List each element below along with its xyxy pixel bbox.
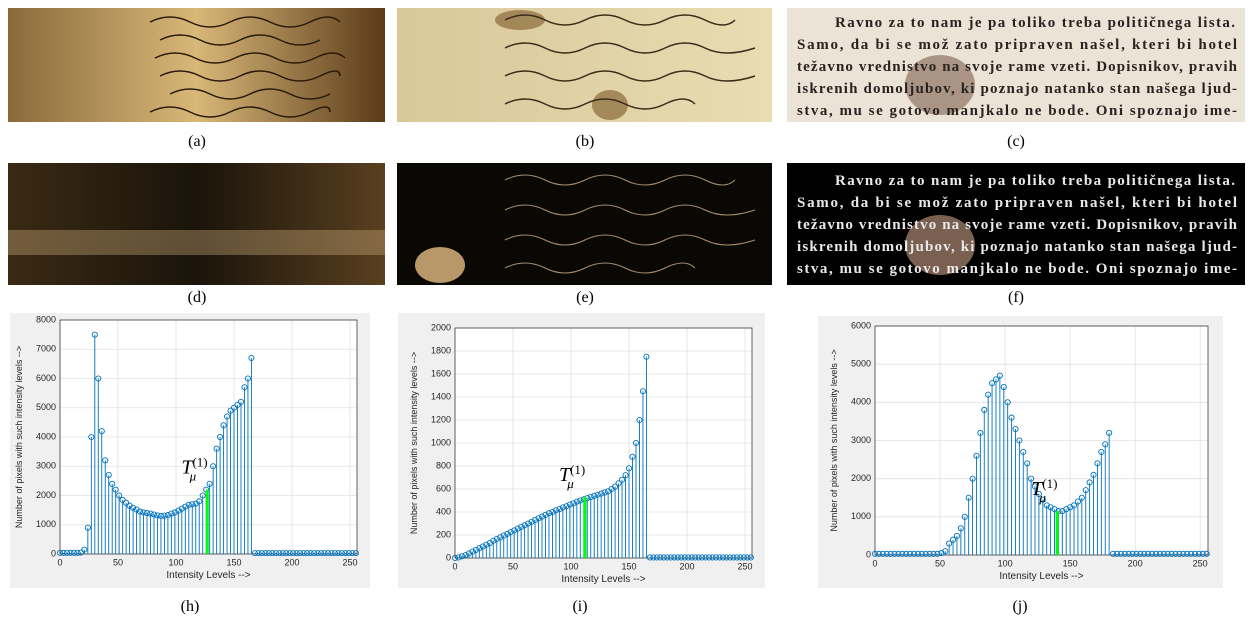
chart: 0 1000 2000 3000 4000 5000 6000 0 50 100 150 200 250… — [818, 316, 1223, 588]
panel-label: (c) — [1007, 133, 1025, 150]
doc-line: iskrenih domoljubov, ki poznajo natanko … — [797, 81, 1237, 97]
x-tick-label: 150 — [1063, 558, 1078, 568]
panel-label: (a) — [188, 133, 206, 150]
y-tick-label: 1000 — [851, 511, 871, 521]
doc-line: Ravno za to nam je pa toliko treba polit… — [835, 173, 1235, 189]
image-band — [8, 230, 385, 255]
x-tick-label: 0 — [452, 561, 457, 571]
y-tick-label: 2000 — [36, 490, 56, 500]
y-tick-label: 6000 — [851, 320, 871, 330]
y-tick-label: 800 — [436, 460, 451, 470]
chart: 0 1000 2000 3000 4000 5000 6000 7000 8000 0 50 100 1… — [10, 313, 370, 588]
y-tick-label: 2000 — [851, 473, 871, 483]
annotation-superscript: (1) — [1042, 476, 1057, 491]
chart: 0 200 400 600 800 1000 1200 1400 1600 1800 2000 0 50… — [398, 313, 765, 588]
x-tick-label: 200 — [680, 561, 695, 571]
x-tick-label: 250 — [1193, 558, 1208, 568]
doc-line: težavno vrednistvo na svoje rame vzeti. … — [797, 217, 1238, 233]
y-tick-label: 1600 — [431, 368, 451, 378]
y-tick-label: 4000 — [851, 397, 871, 407]
y-tick-label: 0 — [446, 552, 451, 562]
y-tick-label: 1000 — [36, 519, 56, 529]
x-tick-label: 150 — [227, 557, 242, 567]
x-tick-label: 100 — [564, 561, 579, 571]
x-tick-label: 200 — [1128, 558, 1143, 568]
y-tick-label: 3000 — [36, 461, 56, 471]
doc-line: iskrenih domoljubov, ki poznajo natanko … — [797, 239, 1237, 255]
doc-line: Samo, da bi se mož zato pripraven našel,… — [797, 37, 1237, 53]
annotation-subscript: μ — [566, 476, 574, 491]
y-axis-label: Number of pixels with such intensity lev… — [829, 349, 839, 531]
y-tick-label: 3000 — [851, 435, 871, 445]
y-tick-label: 1400 — [431, 391, 451, 401]
x-tick-label: 250 — [343, 557, 358, 567]
figure: Ravno za to nam je pa toliko treba polit… — [0, 0, 1253, 617]
doc-line: stva, mu se gotovo manjkalo ne bode. Oni… — [797, 261, 1237, 277]
y-tick-label: 400 — [436, 506, 451, 516]
y-tick-label: 6000 — [36, 373, 56, 383]
x-tick-label: 50 — [508, 561, 518, 571]
doc-line: težavno vrednistvo na svoje rame vzeti. … — [797, 59, 1238, 75]
y-tick-label: 5000 — [36, 402, 56, 412]
y-tick-label: 600 — [436, 483, 451, 493]
y-tick-label: 200 — [436, 529, 451, 539]
panel-label: (h) — [181, 598, 200, 615]
x-axis-label: Intensity Levels --> — [166, 570, 250, 581]
y-tick-label: 1200 — [431, 414, 451, 424]
x-tick-label: 0 — [872, 558, 877, 568]
annotation-superscript: (1) — [192, 455, 207, 470]
y-tick-label: 0 — [51, 548, 56, 558]
panel-label: (e) — [576, 289, 594, 306]
x-tick-label: 250 — [738, 561, 753, 571]
y-axis-label: Number of pixels with such intensity lev… — [409, 352, 419, 534]
y-tick-label: 1000 — [431, 437, 451, 447]
y-tick-label: 0 — [866, 549, 871, 559]
x-tick-label: 100 — [169, 557, 184, 567]
panel-label: (i) — [572, 598, 587, 615]
annotation-subscript: μ — [189, 469, 197, 484]
panel-label: (b) — [576, 133, 595, 150]
stain — [592, 90, 628, 120]
stain — [495, 10, 545, 30]
stain — [415, 247, 465, 283]
y-tick-label: 7000 — [36, 344, 56, 354]
panel-label: (j) — [1012, 598, 1027, 615]
image-d — [8, 163, 385, 285]
x-tick-label: 50 — [935, 558, 945, 568]
y-axis-label: Number of pixels with such intensity lev… — [14, 346, 24, 528]
x-axis-label: Intensity Levels --> — [561, 574, 645, 585]
x-tick-label: 100 — [998, 558, 1013, 568]
doc-line: Ravno za to nam je pa toliko treba polit… — [835, 15, 1235, 31]
y-tick-label: 2000 — [431, 322, 451, 332]
y-tick-label: 4000 — [36, 431, 56, 441]
x-axis-label: Intensity Levels --> — [999, 571, 1083, 582]
y-tick-label: 1800 — [431, 345, 451, 355]
doc-line: stva, mu se gotovo manjkalo ne bode. Oni… — [797, 103, 1237, 119]
x-tick-label: 200 — [285, 557, 300, 567]
y-tick-label: 5000 — [851, 359, 871, 369]
annotation-superscript: (1) — [570, 462, 585, 477]
x-tick-label: 150 — [622, 561, 637, 571]
y-tick-label: 8000 — [36, 314, 56, 324]
panel-label: (d) — [188, 289, 207, 306]
doc-line: Samo, da bi se mož zato pripraven našel,… — [797, 195, 1237, 211]
annotation-subscript: μ — [1038, 490, 1046, 505]
x-tick-label: 50 — [113, 557, 123, 567]
panel-label: (f) — [1008, 289, 1024, 306]
x-tick-label: 0 — [57, 557, 62, 567]
